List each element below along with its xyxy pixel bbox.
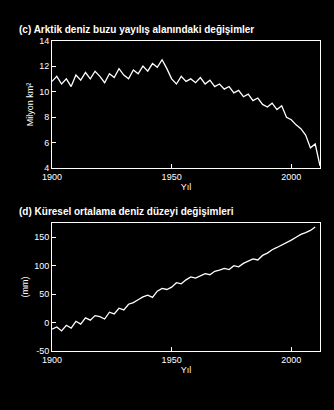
svg-text:8: 8 — [44, 112, 49, 122]
svg-text:Milyon km²: Milyon km² — [25, 83, 35, 127]
svg-text:1950: 1950 — [162, 355, 182, 365]
svg-text:4: 4 — [44, 163, 49, 173]
svg-text:(mm): (mm) — [20, 276, 30, 297]
svg-text:14: 14 — [39, 36, 49, 46]
svg-text:50: 50 — [39, 289, 49, 299]
svg-text:Yıl: Yıl — [181, 365, 192, 375]
svg-text:1900: 1900 — [42, 172, 62, 182]
svg-text:-50: -50 — [36, 346, 49, 356]
svg-text:2000: 2000 — [281, 355, 301, 365]
svg-text:1950: 1950 — [162, 172, 182, 182]
svg-text:1900: 1900 — [42, 355, 62, 365]
svg-text:150: 150 — [34, 232, 49, 242]
svg-text:(d) Küresel ortalama deniz düz: (d) Küresel ortalama deniz düzeyi değişi… — [19, 206, 234, 217]
svg-text:100: 100 — [34, 261, 49, 271]
svg-text:10: 10 — [39, 87, 49, 97]
svg-text:12: 12 — [39, 61, 49, 71]
svg-text:2000: 2000 — [281, 172, 301, 182]
svg-text:Yıl: Yıl — [181, 182, 192, 192]
svg-text:0: 0 — [44, 318, 49, 328]
svg-text:(c) Arktik deniz buzu yayılış: (c) Arktik deniz buzu yayılış alanındaki… — [19, 24, 254, 35]
svg-text:6: 6 — [44, 138, 49, 148]
